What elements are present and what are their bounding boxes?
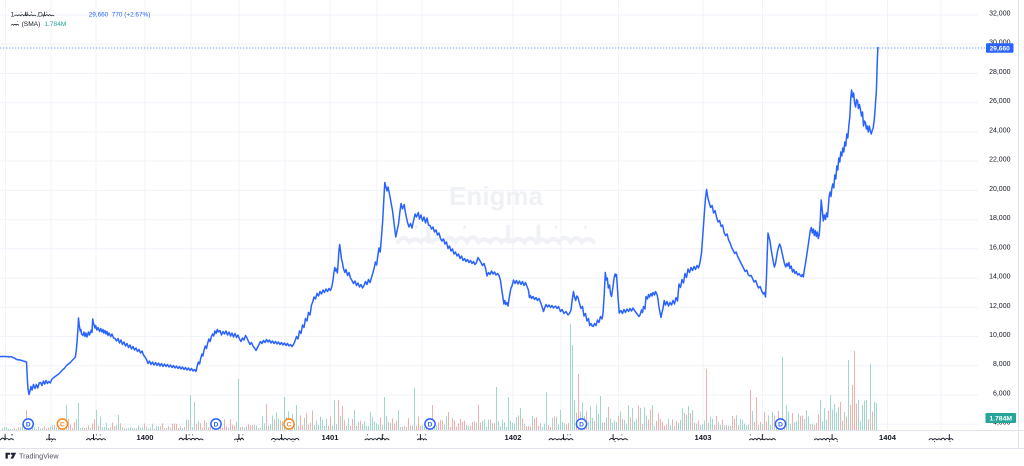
svg-text:1400: 1400 — [137, 433, 154, 442]
svg-text:1.784M: 1.784M — [989, 416, 1012, 423]
svg-text:20,000: 20,000 — [989, 186, 1011, 193]
svg-text:1402: 1402 — [505, 433, 522, 442]
svg-text:22,000: 22,000 — [989, 157, 1011, 164]
svg-text:12,000: 12,000 — [989, 303, 1011, 310]
svg-text:Enigma: Enigma — [449, 181, 543, 211]
svg-text:D: D — [579, 421, 584, 428]
svg-text:26,000: 26,000 — [989, 98, 1011, 105]
svg-text:28,000: 28,000 — [989, 69, 1011, 76]
svg-text:,D,: ,D, — [36, 11, 45, 18]
svg-text:(SMA): (SMA) — [22, 21, 41, 28]
svg-text:29,660 770 (+2.67%): 29,660 770 (+2.67%) — [89, 12, 151, 19]
svg-text:1401: 1401 — [322, 433, 340, 442]
svg-text:1403: 1403 — [695, 433, 712, 442]
svg-text:D: D — [778, 421, 783, 428]
svg-text:1: 1 — [11, 11, 15, 18]
svg-text:1404: 1404 — [879, 433, 897, 442]
svg-text:14,000: 14,000 — [989, 274, 1011, 281]
svg-text:D: D — [26, 421, 31, 428]
svg-text:D: D — [428, 421, 433, 428]
svg-text:TradingView: TradingView — [19, 451, 59, 460]
svg-text:6,000: 6,000 — [993, 390, 1011, 397]
svg-text:10,000: 10,000 — [989, 332, 1011, 339]
svg-text:29,660: 29,660 — [990, 45, 1011, 52]
svg-text:16,000: 16,000 — [989, 244, 1011, 251]
svg-text:4,000: 4,000 — [993, 420, 1011, 427]
svg-text:D: D — [214, 421, 219, 428]
svg-text:1.784M: 1.784M — [44, 21, 66, 28]
svg-text:18,000: 18,000 — [989, 215, 1011, 222]
svg-text:24,000: 24,000 — [989, 127, 1011, 134]
svg-text:32,000: 32,000 — [989, 11, 1011, 18]
svg-text:C: C — [60, 421, 65, 428]
svg-text:8,000: 8,000 — [993, 361, 1011, 368]
svg-text:C: C — [287, 421, 292, 428]
